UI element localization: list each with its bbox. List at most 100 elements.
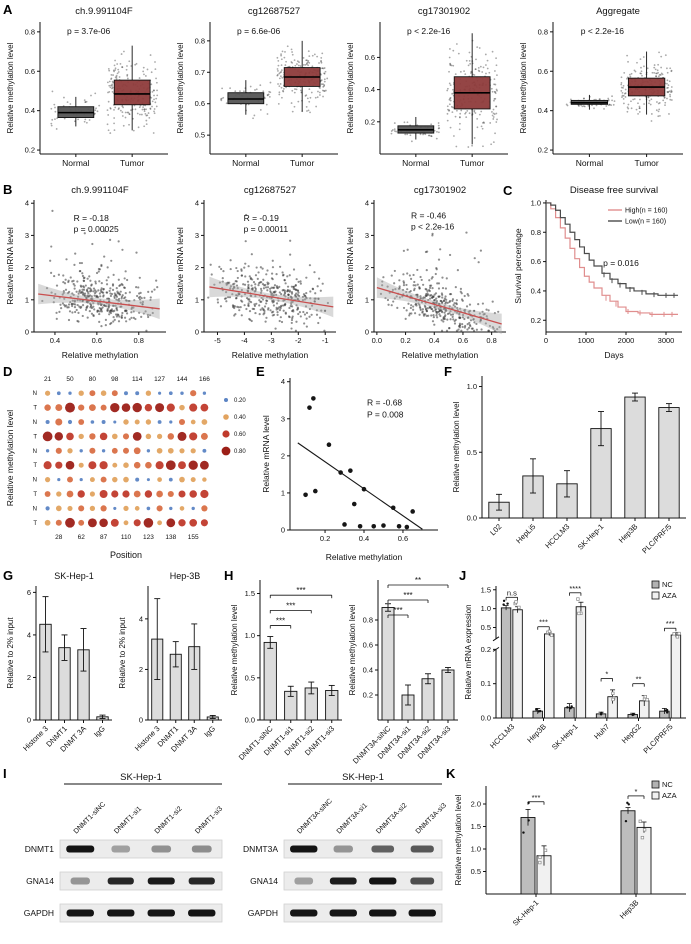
svg-text:2: 2: [365, 263, 369, 272]
svg-text:0: 0: [139, 716, 143, 725]
svg-text:1.0: 1.0: [531, 198, 541, 207]
svg-text:4: 4: [27, 630, 31, 639]
svg-text:3: 3: [195, 231, 199, 240]
svg-text:0.5: 0.5: [471, 867, 481, 876]
svg-text:*: *: [635, 787, 638, 796]
svg-text:AZA: AZA: [662, 591, 677, 600]
svg-text:SK-Hep-1: SK-Hep-1: [511, 898, 541, 928]
svg-text:0: 0: [27, 716, 31, 725]
svg-text:0.8: 0.8: [538, 27, 548, 36]
panel-label-i: I: [3, 766, 7, 781]
svg-text:0.7: 0.7: [195, 68, 205, 77]
svg-text:2: 2: [27, 673, 31, 682]
svg-text:0.6: 0.6: [531, 257, 541, 266]
chart-J: 0.0 0.1 0.2 0.5 1.0 1.5 Relative mRNA expressi…: [464, 580, 686, 755]
panel-label-h: H: [224, 568, 234, 583]
svg-text:0.1: 0.1: [481, 679, 491, 688]
svg-text:Low(n = 160): Low(n = 160): [625, 219, 666, 226]
svg-text:Relative methylation: Relative methylation: [232, 350, 309, 360]
svg-text:DNMT1-siNC: DNMT1-siNC: [73, 801, 107, 835]
svg-text:cg12687527: cg12687527: [244, 185, 296, 196]
svg-text:ch.9.991104F: ch.9.991104F: [71, 185, 129, 196]
svg-text:1000: 1000: [578, 336, 595, 345]
svg-text:144: 144: [177, 376, 188, 383]
svg-text:DNMT1-si3: DNMT1-si3: [194, 805, 224, 835]
svg-text:1.5: 1.5: [481, 585, 491, 594]
svg-text:GAPDH: GAPDH: [248, 908, 278, 918]
chart-E: 0 1 2 3 4 0.2 0.4 0.6 Relative mRNA level Relativ…: [261, 377, 438, 562]
svg-text:123: 123: [143, 534, 154, 541]
svg-text:4: 4: [281, 377, 285, 386]
svg-text:High(n = 160): High(n = 160): [625, 208, 668, 215]
svg-text:1: 1: [195, 295, 199, 304]
svg-text:0.8: 0.8: [134, 336, 144, 345]
chart-A2: 0.5 0.6 0.7 0.8 Relative methylation level cg…: [176, 6, 338, 168]
svg-text:p = 0.016: p = 0.016: [603, 258, 639, 268]
svg-text:0.6: 0.6: [538, 67, 548, 76]
svg-text:0: 0: [544, 336, 548, 345]
svg-text:Relative mRNA level: Relative mRNA level: [5, 227, 15, 305]
svg-text:Relative mRNA level: Relative mRNA level: [175, 227, 185, 305]
svg-text:cg12687527: cg12687527: [248, 6, 300, 17]
svg-text:Tumor: Tumor: [460, 158, 484, 168]
svg-text:Hep-3B: Hep-3B: [170, 571, 201, 581]
svg-text:1: 1: [25, 295, 29, 304]
svg-text:Tumor: Tumor: [634, 158, 658, 168]
svg-text:Normal: Normal: [62, 158, 90, 168]
svg-text:0.0: 0.0: [372, 336, 382, 345]
svg-text:0.8: 0.8: [363, 616, 373, 625]
svg-text:0.6: 0.6: [365, 53, 375, 62]
svg-text:n.s: n.s: [507, 588, 517, 597]
svg-text:T: T: [33, 434, 37, 440]
svg-text:SK-Hep-1: SK-Hep-1: [342, 772, 384, 783]
svg-text:Hep3B: Hep3B: [525, 722, 548, 745]
svg-text:Relative to 2% input: Relative to 2% input: [6, 617, 15, 689]
svg-text:p < 2.2e-16: p < 2.2e-16: [411, 221, 455, 231]
svg-text:GNA14: GNA14: [250, 876, 278, 886]
svg-text:-1: -1: [322, 336, 329, 345]
svg-text:Position: Position: [110, 550, 142, 560]
svg-text:Survival percentage: Survival percentage: [513, 228, 523, 303]
svg-text:N: N: [33, 506, 37, 512]
svg-text:***: ***: [666, 619, 675, 628]
svg-text:Histone 3: Histone 3: [133, 724, 162, 753]
svg-text:-5: -5: [214, 336, 221, 345]
svg-text:NC: NC: [662, 780, 673, 789]
svg-text:p = 6.6e-06: p = 6.6e-06: [237, 26, 281, 36]
svg-text:N: N: [33, 478, 37, 484]
svg-text:**: **: [636, 675, 642, 684]
svg-text:PLC/PRF/5: PLC/PRF/5: [641, 722, 674, 755]
svg-text:DNMT3A-si2: DNMT3A-si2: [375, 802, 408, 835]
svg-text:1.0: 1.0: [471, 845, 481, 854]
svg-text:SK-Hep-1: SK-Hep-1: [120, 772, 162, 783]
svg-text:2: 2: [281, 451, 285, 460]
svg-text:0.0: 0.0: [481, 714, 491, 723]
svg-text:0.8: 0.8: [195, 36, 205, 45]
svg-text:127: 127: [154, 376, 165, 383]
svg-text:Relative methylation: Relative methylation: [402, 350, 479, 360]
panel-label-d: D: [3, 364, 13, 379]
svg-text:0.2: 0.2: [320, 534, 330, 543]
svg-text:Relative methylation level: Relative methylation level: [452, 401, 461, 492]
svg-text:0.5: 0.5: [481, 623, 491, 632]
svg-text:3000: 3000: [658, 336, 675, 345]
svg-text:2: 2: [25, 263, 29, 272]
svg-text:***: ***: [393, 606, 402, 615]
svg-text:-3: -3: [268, 336, 275, 345]
svg-text:4: 4: [365, 199, 369, 208]
svg-text:HCCLM3: HCCLM3: [488, 722, 516, 750]
svg-text:1.5: 1.5: [471, 822, 481, 831]
svg-text:Normal: Normal: [576, 158, 604, 168]
svg-text:Tumor: Tumor: [120, 158, 144, 168]
chart-G1: 0 2 4 6 SK-Hep-1 Relative to 2% input Histone …: [6, 571, 112, 754]
chart-A3: 0.2 0.4 0.6 Relative methylation level cg173…: [346, 6, 508, 168]
svg-text:Relative methylation level: Relative methylation level: [176, 42, 185, 133]
svg-text:1.0: 1.0: [467, 382, 477, 391]
svg-text:p = 0.00011: p = 0.00011: [244, 224, 289, 234]
svg-text:DNMT1-si1: DNMT1-si1: [113, 805, 143, 835]
svg-text:N: N: [33, 420, 37, 426]
svg-text:DNMT3A: DNMT3A: [243, 844, 278, 854]
